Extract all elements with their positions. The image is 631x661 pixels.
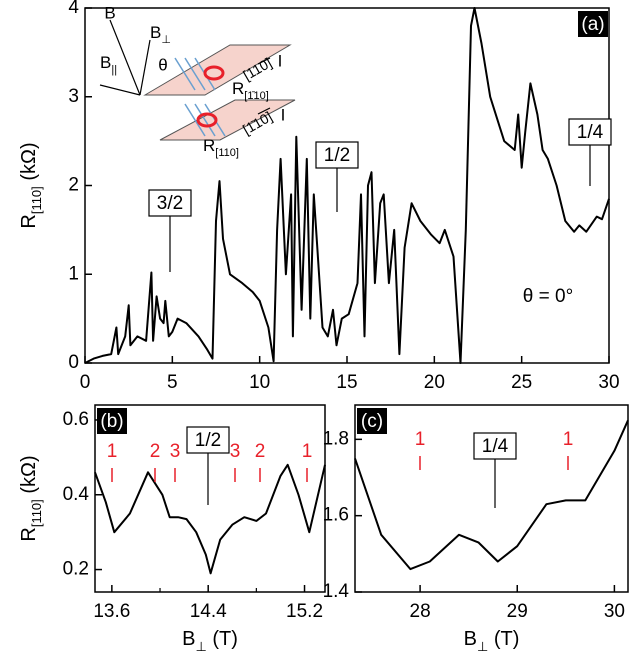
y-axis-label-part: R [18, 214, 40, 228]
fraction-marker: 1 [107, 441, 118, 462]
inset-label-part: B [100, 53, 111, 72]
x-tick-label: 28 [410, 601, 431, 622]
annotation: 1/2 [324, 145, 350, 166]
x-tick-label: 15.2 [286, 601, 323, 622]
hall-bar [159, 99, 296, 141]
x-tick-label: 0 [80, 372, 91, 393]
y-axis-label-part: [110] [29, 499, 44, 527]
x-axis-label-part: (T) [488, 628, 519, 650]
y-tick-label: 0.2 [63, 559, 89, 580]
fraction-marker: 2 [150, 441, 161, 462]
x-axis-label: B⊥ (T) [182, 628, 238, 654]
y-tick-label: 0.4 [63, 484, 90, 505]
annotation: 1/2 [195, 430, 221, 451]
x-tick-label: 5 [167, 372, 178, 393]
y-tick-label: 0.6 [63, 409, 89, 430]
inset-label-part: R [232, 79, 244, 98]
data-line [354, 419, 629, 571]
x-tick-label: 30 [604, 601, 625, 622]
inset-label: R[110] [203, 136, 239, 158]
annotation: 3/2 [157, 193, 183, 214]
inset-label: I [281, 105, 286, 124]
y-tick-label: 2 [68, 175, 79, 196]
hall-bar [143, 44, 292, 96]
annotation-box [148, 189, 192, 217]
inset-label-part: B [150, 23, 161, 42]
y-tick-label: 3 [68, 86, 79, 107]
inset-label-part: || [111, 64, 117, 76]
annotation: 1/4 [577, 122, 604, 143]
panel-label-box [97, 408, 127, 434]
x-tick-label: 13.6 [93, 601, 130, 622]
x-tick-label: 20 [424, 372, 445, 393]
x-tick-label: 10 [249, 372, 270, 393]
fraction-marker: 1 [415, 429, 426, 450]
y-axis-label-part: R [18, 527, 40, 541]
x-axis-label-part: B [182, 628, 195, 650]
inset-label: R[1̄10] [232, 79, 269, 101]
inset-label: I [278, 51, 283, 70]
annotation: θ = 0° [523, 286, 573, 307]
y-axis-label-part: [110] [29, 186, 44, 214]
inset-diagram [99, 19, 296, 141]
x-tick-label: 14.4 [190, 601, 227, 622]
panel-label-box [357, 408, 387, 434]
fraction-marker: 1 [563, 429, 574, 450]
panel-label: (b) [100, 411, 123, 432]
x-tick-label: 29 [507, 601, 528, 622]
inset-label: B|| [100, 53, 117, 75]
inset-label: B [104, 3, 115, 22]
x-axis-label: B⊥ (T) [464, 628, 520, 654]
fraction-marker: 1 [302, 441, 313, 462]
plot-frame [94, 404, 326, 593]
x-axis-label-part: (T) [207, 628, 238, 650]
region-marker [196, 112, 218, 128]
y-tick-label: 1.6 [323, 505, 349, 526]
annotation-box [473, 432, 517, 460]
inset-label-part: R [203, 136, 215, 155]
y-axis-label: R[110] (kΩ) [18, 455, 44, 541]
plot-frame [354, 404, 629, 593]
field-arrows [99, 19, 271, 115]
x-axis-label-part: ⊥ [195, 639, 206, 654]
inset-label: B⊥ [150, 23, 171, 45]
y-tick-label: 4 [68, 0, 79, 18]
annotation: 1/4 [482, 436, 509, 457]
panel-label: (c) [361, 411, 383, 432]
inset-label-part: [1̄10] [244, 90, 268, 102]
x-tick-label: 15 [336, 372, 357, 393]
y-axis-label-part: (kΩ) [18, 455, 40, 499]
x-axis-label-part: ⊥ [477, 639, 488, 654]
panel-label: (a) [581, 14, 604, 35]
y-tick-label: 0 [68, 352, 79, 373]
region-marker [203, 65, 225, 81]
inset-label-part: [110] [215, 147, 239, 159]
x-tick-label: 30 [598, 372, 619, 393]
y-tick-label: 1.8 [323, 428, 349, 449]
inset-label-part: ⊥ [161, 34, 171, 46]
data-line [84, 7, 610, 364]
inset-label: θ [158, 55, 167, 74]
annotation-box [568, 118, 612, 146]
data-line [94, 463, 326, 575]
panel-label-box [578, 11, 608, 37]
y-tick-label: 1.4 [323, 581, 350, 602]
y-axis-label-part: (kΩ) [18, 142, 40, 186]
fraction-marker: 3 [170, 441, 181, 462]
fraction-marker: 2 [255, 441, 266, 462]
x-axis-label-part: B [464, 628, 477, 650]
y-tick-label: 1 [68, 263, 79, 284]
y-axis-label: R[110] (kΩ) [18, 142, 44, 228]
fraction-marker: 3 [230, 441, 241, 462]
x-tick-label: 25 [511, 372, 532, 393]
